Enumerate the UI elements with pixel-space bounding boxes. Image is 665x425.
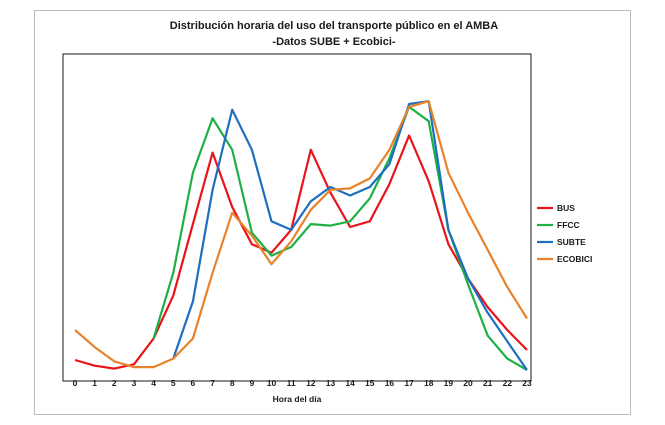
series-line-ecobici <box>74 100 528 369</box>
x-tick-label: 7 <box>210 378 215 388</box>
x-tick-label: 19 <box>444 378 454 388</box>
x-tick-label: 20 <box>463 378 473 388</box>
legend-label-subte: SUBTE <box>557 237 586 247</box>
legend: BUS FFCC SUBTE ECOBICI <box>537 203 592 264</box>
series-line-subte <box>172 100 528 371</box>
x-tick-label: 9 <box>250 378 255 388</box>
plot-area <box>62 53 532 382</box>
series-line-ffcc <box>152 105 528 371</box>
chart-svg: Distribución horaria del uso del transpo… <box>62 20 592 404</box>
chart-subtitle: -Datos SUBE + Ecobici- <box>272 36 396 48</box>
x-tick-label: 10 <box>267 378 277 388</box>
x-tick-label: 14 <box>345 378 355 388</box>
x-tick-label: 22 <box>503 378 513 388</box>
x-tick-label: 1 <box>92 378 97 388</box>
x-tick-label: 0 <box>73 378 78 388</box>
x-tick-label: 3 <box>132 378 137 388</box>
series-layer <box>74 100 528 371</box>
x-tick-label: 8 <box>230 378 235 388</box>
x-tick-label: 12 <box>306 378 316 388</box>
legend-label-ecobici: ECOBICI <box>557 254 592 264</box>
series-line-bus <box>74 134 528 370</box>
x-tick-label: 6 <box>191 378 196 388</box>
chart-frame: Distribución horaria del uso del transpo… <box>34 10 631 415</box>
x-tick-label: 11 <box>287 378 296 388</box>
x-tick-label: 16 <box>385 378 395 388</box>
chart-title: Distribución horaria del uso del transpo… <box>170 20 498 32</box>
x-tick-label: 4 <box>151 378 156 388</box>
legend-label-bus: BUS <box>557 203 575 213</box>
x-tick-label: 15 <box>365 378 375 388</box>
x-tick-label: 17 <box>404 378 414 388</box>
x-tick-label: 23 <box>522 378 532 388</box>
x-tick-labels: 0 1 2 3 4 5 6 7 8 9 10 11 12 13 14 15 16 17 18 19 20 21 22 23 <box>73 378 532 388</box>
x-tick-label: 21 <box>483 378 493 388</box>
x-tick-label: 18 <box>424 378 434 388</box>
x-tick-label: 2 <box>112 378 117 388</box>
x-axis-title: Hora del día <box>273 394 322 404</box>
legend-label-ffcc: FFCC <box>557 220 580 230</box>
x-tick-label: 13 <box>326 378 336 388</box>
x-tick-label: 5 <box>171 378 176 388</box>
